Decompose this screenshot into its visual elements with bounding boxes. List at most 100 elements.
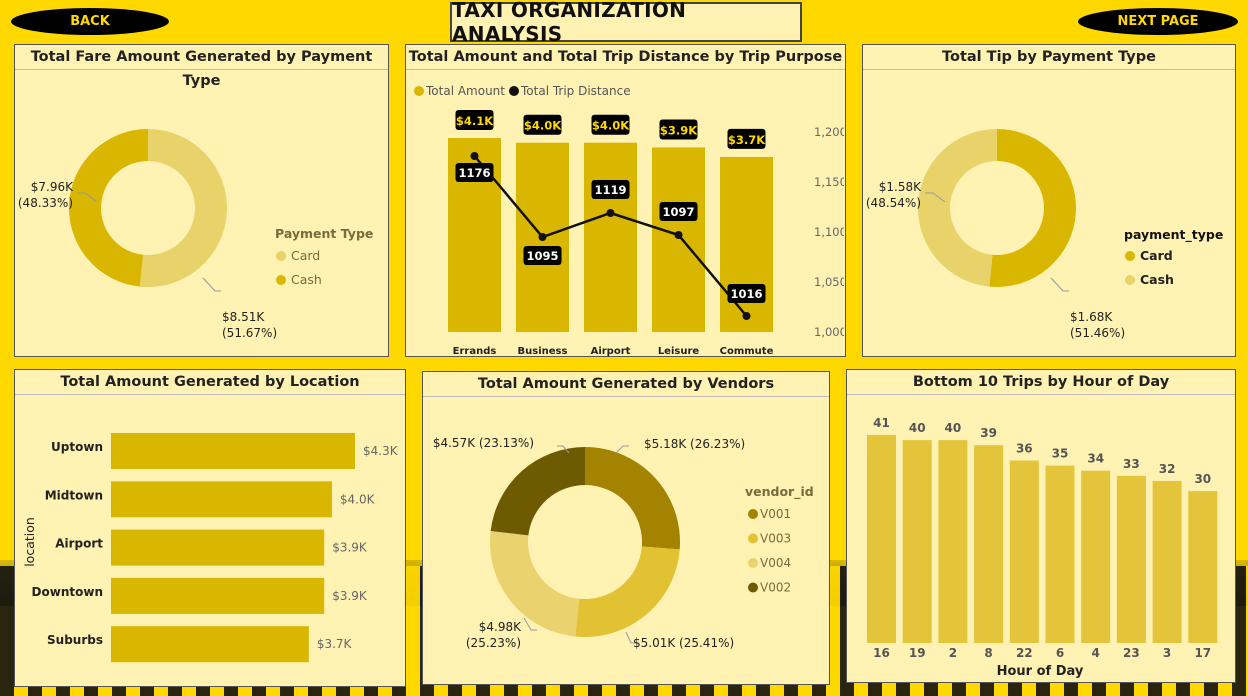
tip-leader-card — [1050, 277, 1069, 292]
next-page-button[interactable]: NEXT PAGE — [1078, 8, 1238, 35]
purpose-distance-point — [742, 312, 751, 320]
purpose-amount-label: $4.0K — [592, 119, 630, 133]
vendor-label-v004: $4.98K — [479, 620, 522, 634]
vendor-legend-title: vendor_id — [745, 484, 814, 500]
fare-legend-label-card: Card — [291, 248, 320, 263]
vendors-donut-chart: $5.18K (26.23%) $5.01K (25.41%) $4.98K (25.… — [433, 436, 814, 650]
vendor-leader-v004 — [523, 617, 537, 631]
purpose-legend-amount: Total Amount — [425, 84, 505, 98]
location-title: Total Amount Generated by Location — [15, 370, 405, 395]
purpose-distance-label: 1016 — [730, 287, 762, 301]
fare-slice-card — [139, 129, 228, 287]
location-value-label: $3.9K — [332, 541, 368, 555]
tip-donut-chart: $1.68K (51.46%) $1.58K (48.54%) payment_type… — [866, 129, 1223, 340]
hour-x-tick: 8 — [984, 646, 992, 660]
purpose-x-tick: Airport — [591, 346, 631, 357]
fare-legend-marker-cash — [276, 275, 286, 285]
vendor-slice-v002 — [490, 447, 585, 536]
hour-x-tick: 22 — [1016, 646, 1033, 660]
location-bar-chart: location Uptown $4.3K Midtown $4.0K Airport $3… — [22, 433, 399, 663]
purpose-distance-label-box — [727, 284, 766, 303]
fare-label-cash: $7.96K — [31, 180, 74, 194]
tip-label-cash: $1.58K — [879, 180, 922, 194]
hour-bar-4 — [1081, 470, 1111, 643]
vendor-label-v001: $5.18K (26.23%) — [644, 437, 745, 451]
location-panel: Total Amount Generated by Location locat… — [14, 369, 406, 687]
purpose-distance-label: 1119 — [594, 183, 626, 197]
tip-slice-cash — [918, 129, 997, 287]
vendor-leader-v003 — [625, 631, 635, 644]
purpose-distance-point — [606, 209, 615, 217]
purpose-y2-tick: 1,050 — [814, 275, 844, 289]
purpose-amount-label: $4.1K — [456, 114, 494, 128]
location-bar-suburbs — [111, 626, 309, 663]
vendor-legend-marker-v002 — [748, 582, 758, 593]
vendor-legend-label-v004: V004 — [760, 556, 791, 570]
location-y-tick: Suburbs — [47, 633, 103, 647]
page-title: TAXI ORGANIZATION ANALYSIS — [450, 0, 802, 46]
purpose-amount-label: $3.7K — [728, 133, 766, 147]
purpose-distance-label: 1095 — [526, 249, 558, 263]
purpose-distance-point — [538, 233, 547, 241]
hour-value-label: 35 — [1052, 447, 1069, 461]
hour-bar-2 — [938, 440, 968, 643]
hour-value-label: 39 — [980, 426, 997, 440]
tip-legend-marker-card — [1125, 251, 1135, 261]
purpose-amount-label: $3.9K — [660, 123, 698, 137]
hour-value-label: 33 — [1123, 457, 1140, 471]
tip-label-card: $1.68K — [1070, 310, 1113, 324]
purpose-x-tick: Commute — [720, 346, 774, 357]
hours-title: Bottom 10 Trips by Hour of Day — [847, 370, 1235, 395]
back-button[interactable]: BACK — [11, 8, 169, 35]
hour-x-tick: 4 — [1092, 646, 1100, 660]
fare-panel: Total Fare Amount Generated by Payment T… — [14, 44, 389, 357]
fare-legend-title: Payment Type — [275, 226, 373, 241]
hours-bar-chart: 41164019402398362235634433233233017Hour … — [867, 416, 1218, 679]
purpose-panel: Total Amount and Total Trip Distance by … — [405, 44, 846, 357]
location-value-label: $4.0K — [340, 492, 376, 506]
vendor-legend-label-v003: V003 — [760, 532, 791, 546]
purpose-x-tick: Business — [518, 346, 568, 357]
purpose-combo-chart: Total Amount Total Trip Distance 1,200 1,15… — [414, 84, 844, 357]
purpose-bar-airport-transfer — [584, 142, 637, 332]
vendor-legend-marker-v003 — [748, 533, 758, 544]
purpose-amount-label-box — [455, 110, 494, 130]
vendors-title: Total Amount Generated by Vendors — [423, 372, 829, 397]
purpose-amount-label-box — [591, 114, 630, 135]
tip-legend-marker-cash — [1125, 275, 1135, 285]
location-y-tick: Downtown — [32, 585, 103, 599]
purpose-title: Total Amount and Total Trip Distance by … — [406, 45, 845, 70]
purpose-amount-label: $4.0K — [524, 119, 562, 133]
location-bar-airport — [111, 529, 325, 566]
purpose-legend-distance: Total Trip Distance — [520, 84, 631, 98]
tip-pct-cash: (48.54%) — [866, 196, 921, 210]
hour-x-tick: 19 — [909, 646, 926, 660]
purpose-bar-commute — [720, 156, 773, 332]
hour-bar-22 — [1009, 460, 1039, 643]
purpose-distance-label-box — [591, 180, 630, 199]
purpose-distance-label: 1176 — [458, 166, 490, 180]
hour-x-tick: 17 — [1194, 646, 1211, 660]
vendor-pct-v004: (25.23%) — [466, 636, 521, 650]
location-bar-uptown — [111, 433, 355, 469]
location-y-tick: Airport — [55, 537, 103, 551]
location-y-tick: Uptown — [51, 440, 103, 454]
tip-legend-label-cash: Cash — [1140, 272, 1174, 287]
hour-bar-16 — [867, 435, 896, 643]
fare-pct-cash: (48.33%) — [18, 196, 73, 210]
vendor-slice-v001 — [585, 447, 680, 550]
fare-leader-cash — [77, 192, 98, 203]
vendor-legend-label-v001: V001 — [760, 507, 791, 521]
tip-leader-cash — [925, 192, 946, 203]
hour-x-tick: 6 — [1056, 646, 1064, 660]
location-value-label: $4.3K — [363, 444, 399, 458]
purpose-y2-tick: 1,200 — [814, 125, 844, 139]
purpose-bar-leisure — [652, 147, 705, 332]
hour-value-label: 30 — [1194, 472, 1211, 486]
purpose-distance-point — [470, 152, 479, 160]
location-bar-downtown — [111, 577, 325, 614]
hour-value-label: 36 — [1016, 442, 1033, 456]
vendor-legend-marker-v004 — [748, 558, 758, 568]
hour-x-tick: 16 — [873, 646, 890, 660]
tip-slice-card — [989, 129, 1076, 287]
